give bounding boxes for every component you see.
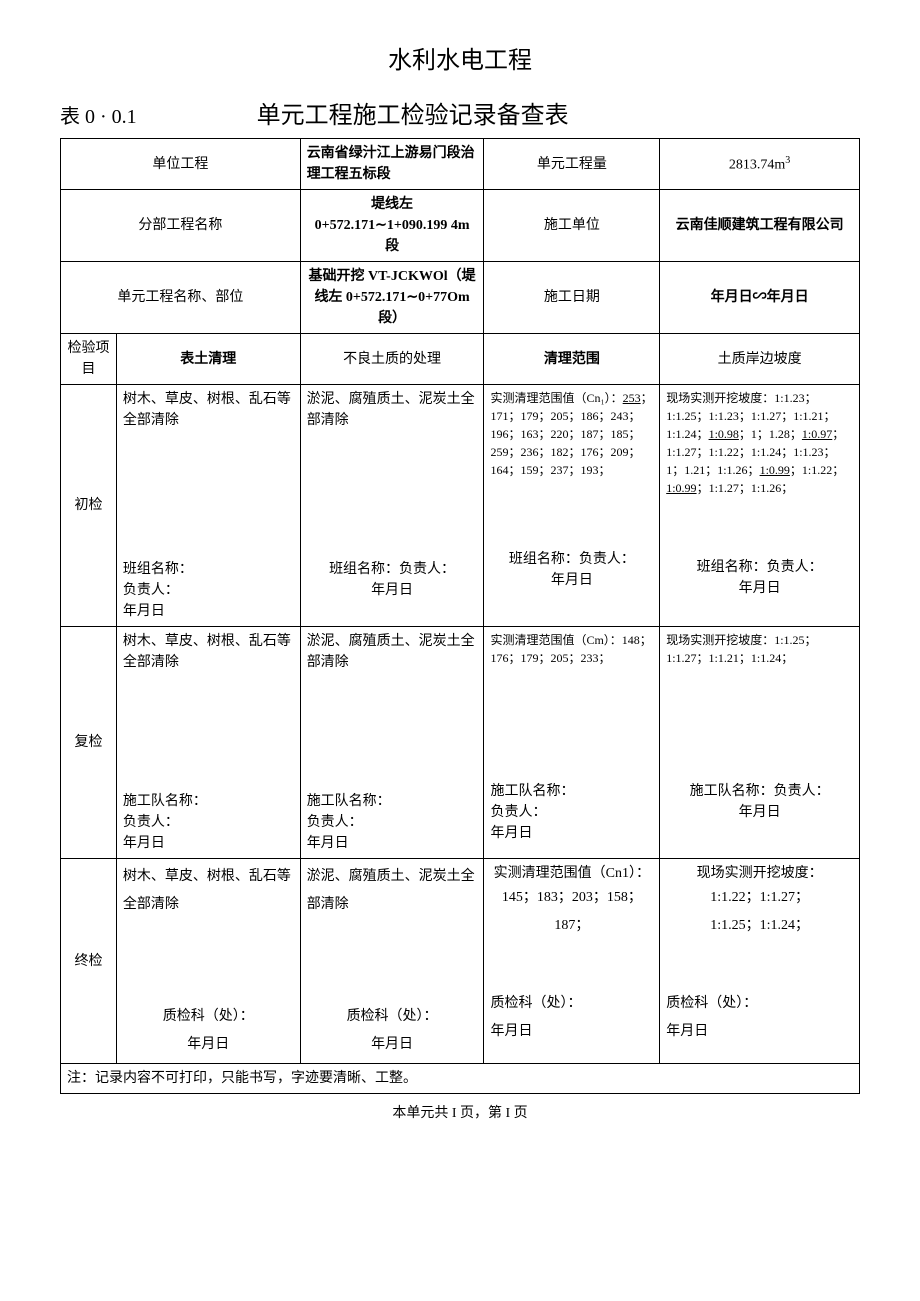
recheck-c1-text: 树木、草皮、树根、乱石等全部清除: [123, 631, 294, 701]
final-sign2: 质检科（处）： 年月日: [307, 1003, 478, 1059]
unit-name-label: 单元工程名称、部位: [61, 262, 301, 334]
date-label: 施工日期: [484, 262, 660, 334]
initial-c2-text: 淤泥、腐殖质土、泥炭土全部清除: [307, 389, 478, 459]
initial-sign1: 班组名称： 负责人： 年月日: [123, 559, 294, 622]
recheck-sign2: 施工队名称： 负责人： 年月日: [307, 791, 478, 854]
recheck-sign4: 施工队名称：负责人： 年月日: [666, 781, 853, 823]
date-value: 年月日∽年月日: [660, 262, 860, 334]
initial-c1: 树木、草皮、树根、乱石等全部清除 班组名称： 负责人： 年月日: [116, 385, 300, 627]
contractor-value: 云南佳顺建筑工程有限公司: [660, 190, 860, 262]
col-2: 不良土质的处理: [300, 334, 484, 385]
recheck-c3-text: 实测清理范围值（Cm）：148；176；179；205；233；: [490, 631, 653, 701]
footnote: 注：记录内容不可打印，只能书写，字迹要清晰、工整。: [61, 1064, 860, 1094]
header-row-3: 单元工程名称、部位 基础开挖 VT-JCKWOl（堤线左 0+572.171∼0…: [61, 262, 860, 334]
recheck-c4: 现场实测开挖坡度：1:1.25；1:1.27；1:1.21；1:1.24； 施工…: [660, 627, 860, 859]
unit-project-value: 云南省绿汁江上游易门段治理工程五标段: [300, 139, 484, 190]
final-c2: 淤泥、腐殖质土、泥炭土全部清除 质检科（处）： 年月日: [300, 859, 484, 1064]
unit-quantity-value: 2813.74m3: [660, 139, 860, 190]
initial-sign4: 班组名称：负责人： 年月日: [666, 557, 853, 599]
initial-c3-prefix: 实测清理范围值（Cn₁）：: [490, 391, 622, 405]
final-c3-data: 145；183；203；158； 187；: [490, 884, 653, 940]
table-number: 表 0 · 0.1: [60, 100, 137, 129]
final-label: 终检: [61, 859, 117, 1064]
initial-c3: 实测清理范围值（Cn₁）：253；171；179；205；186；243；196…: [484, 385, 660, 627]
initial-sign2: 班组名称：负责人： 年月日: [307, 559, 478, 601]
sub-project-value: 堤线左 0+572.171∼1+090.199 4m 段: [300, 190, 484, 262]
footnote-row: 注：记录内容不可打印，只能书写，字迹要清晰、工整。: [61, 1064, 860, 1094]
initial-row: 初检 树木、草皮、树根、乱石等全部清除 班组名称： 负责人： 年月日 淤泥、腐殖…: [61, 385, 860, 627]
recheck-label: 复检: [61, 627, 117, 859]
recheck-c1: 树木、草皮、树根、乱石等全部清除 施工队名称： 负责人： 年月日: [116, 627, 300, 859]
final-row: 终检 树木、草皮、树根、乱石等全部清除 质检科（处）： 年月日 淤泥、腐殖质土、…: [61, 859, 860, 1064]
unit-project-label: 单位工程: [61, 139, 301, 190]
table-title: 单元工程施工检验记录备查表: [257, 95, 569, 130]
initial-c4: 现场实测开挖坡度：1:1.23；1:1.25；1:1.23；1:1.27；1:1…: [660, 385, 860, 627]
recheck-c2: 淤泥、腐殖质土、泥炭土全部清除 施工队名称： 负责人： 年月日: [300, 627, 484, 859]
final-c2-text: 淤泥、腐殖质土、泥炭土全部清除: [307, 863, 478, 933]
page-number: 本单元共 I 页，第 I 页: [60, 1102, 860, 1122]
recheck-sign3: 施工队名称： 负责人： 年月日: [490, 781, 653, 844]
col-1: 表土清理: [116, 334, 300, 385]
final-c1-text: 树木、草皮、树根、乱石等全部清除: [123, 863, 294, 933]
recheck-c4-text: 现场实测开挖坡度：1:1.25；1:1.27；1:1.21；1:1.24；: [666, 631, 853, 701]
header-row-2: 分部工程名称 堤线左 0+572.171∼1+090.199 4m 段 施工单位…: [61, 190, 860, 262]
final-c4: 现场实测开挖坡度： 1:1.22；1:1.27； 1:1.25；1:1.24； …: [660, 859, 860, 1064]
final-c4-data: 1:1.22；1:1.27； 1:1.25；1:1.24；: [666, 884, 853, 940]
document-title: 水利水电工程: [60, 40, 860, 75]
header-row-1: 单位工程 云南省绿汁江上游易门段治理工程五标段 单元工程量 2813.74m3: [61, 139, 860, 190]
recheck-sign1: 施工队名称： 负责人： 年月日: [123, 791, 294, 854]
initial-c1-text: 树木、草皮、树根、乱石等全部清除: [123, 389, 294, 459]
initial-label: 初检: [61, 385, 117, 627]
inspection-table: 单位工程 云南省绿汁江上游易门段治理工程五标段 单元工程量 2813.74m3 …: [60, 138, 860, 1094]
final-c4-prefix: 现场实测开挖坡度：: [666, 863, 853, 884]
final-c3-prefix: 实测清理范围值（Cn1）：: [490, 863, 653, 884]
recheck-row: 复检 树木、草皮、树根、乱石等全部清除 施工队名称： 负责人： 年月日 淤泥、腐…: [61, 627, 860, 859]
unit-name-value: 基础开挖 VT-JCKWOl（堤线左 0+572.171∼0+77Om 段）: [300, 262, 484, 334]
initial-c4-prefix: 现场实测开挖坡度：: [666, 391, 774, 405]
initial-c2: 淤泥、腐殖质土、泥炭土全部清除 班组名称：负责人： 年月日: [300, 385, 484, 627]
final-c1: 树木、草皮、树根、乱石等全部清除 质检科（处）： 年月日: [116, 859, 300, 1064]
recheck-c2-text: 淤泥、腐殖质土、泥炭土全部清除: [307, 631, 478, 701]
col-4: 土质岸边坡度: [660, 334, 860, 385]
final-sign3: 质检科（处）： 年月日: [490, 990, 653, 1046]
col-check-item: 检验项目: [61, 334, 117, 385]
unit-quantity-label: 单元工程量: [484, 139, 660, 190]
column-header-row: 检验项目 表土清理 不良土质的处理 清理范围 土质岸边坡度: [61, 334, 860, 385]
final-c3: 实测清理范围值（Cn1）： 145；183；203；158； 187； 质检科（…: [484, 859, 660, 1064]
initial-sign3: 班组名称：负责人： 年月日: [490, 549, 653, 591]
final-sign1: 质检科（处）： 年月日: [123, 1003, 294, 1059]
final-sign4: 质检科（处）： 年月日: [666, 990, 853, 1046]
table-header: 表 0 · 0.1 单元工程施工检验记录备查表: [60, 95, 860, 130]
col-3: 清理范围: [484, 334, 660, 385]
contractor-label: 施工单位: [484, 190, 660, 262]
recheck-c3: 实测清理范围值（Cm）：148；176；179；205；233； 施工队名称： …: [484, 627, 660, 859]
sub-project-label: 分部工程名称: [61, 190, 301, 262]
